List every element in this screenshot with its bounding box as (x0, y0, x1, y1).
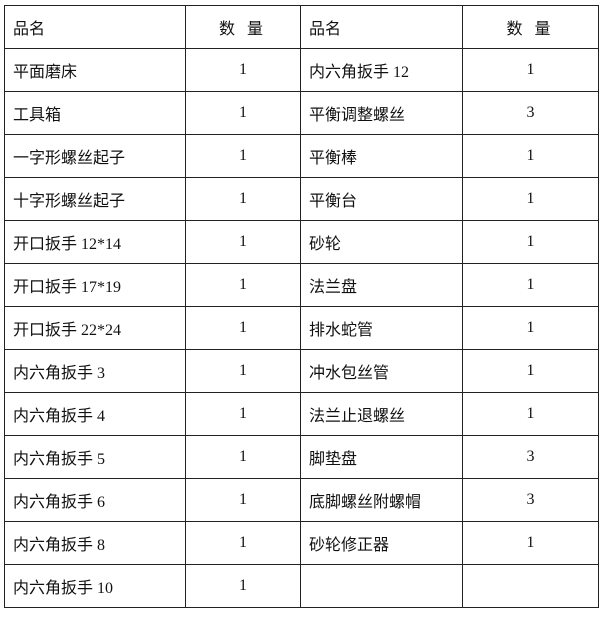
item-qty: 1 (462, 263, 599, 307)
item-qty: 1 (185, 435, 301, 479)
header-qty: 数 量 (185, 5, 301, 49)
item-qty: 1 (462, 349, 599, 393)
item-qty: 1 (185, 134, 301, 178)
item-name: 底脚螺丝附螺帽 (300, 478, 463, 522)
item-qty: 1 (185, 564, 301, 608)
item-name: 平面磨床 (4, 48, 186, 92)
item-name: 内六角扳手 3 (4, 349, 186, 393)
item-name: 排水蛇管 (300, 306, 463, 350)
item-qty: 1 (185, 91, 301, 135)
table-row: 开口扳手 22*24 1 排水蛇管 1 (4, 306, 599, 350)
parts-table: 品名 数 量 品名 数 量 平面磨床 1 内六角扳手 12 1 工具箱 1 平衡调整螺丝 3 一… (4, 5, 599, 608)
item-qty: 1 (185, 220, 301, 264)
table-row: 一字形螺丝起子 1 平衡棒 1 (4, 134, 599, 178)
table-row: 开口扳手 12*14 1 砂轮 1 (4, 220, 599, 264)
item-qty: 1 (462, 306, 599, 350)
item-qty: 1 (185, 48, 301, 92)
item-name: 开口扳手 17*19 (4, 263, 186, 307)
item-name: 开口扳手 22*24 (4, 306, 186, 350)
item-name: 一字形螺丝起子 (4, 134, 186, 178)
item-name: 工具箱 (4, 91, 186, 135)
item-name: 平衡调整螺丝 (300, 91, 463, 135)
table-row: 内六角扳手 6 1 底脚螺丝附螺帽 3 (4, 478, 599, 522)
header-name: 品名 (300, 5, 463, 49)
item-name: 内六角扳手 6 (4, 478, 186, 522)
item-qty: 1 (185, 177, 301, 221)
table-row: 内六角扳手 10 1 (4, 564, 599, 608)
item-qty: 1 (185, 521, 301, 565)
item-qty: 1 (462, 134, 599, 178)
item-name: 内六角扳手 12 (300, 48, 463, 92)
header-name: 品名 (4, 5, 186, 49)
item-qty (462, 564, 599, 608)
table-row: 内六角扳手 3 1 冲水包丝管 1 (4, 349, 599, 393)
item-qty: 1 (185, 263, 301, 307)
item-qty: 3 (462, 91, 599, 135)
item-name (300, 564, 463, 608)
table-row: 内六角扳手 4 1 法兰止退螺丝 1 (4, 392, 599, 436)
item-name: 平衡台 (300, 177, 463, 221)
item-name: 内六角扳手 5 (4, 435, 186, 479)
item-name: 十字形螺丝起子 (4, 177, 186, 221)
item-name: 冲水包丝管 (300, 349, 463, 393)
item-qty: 1 (462, 177, 599, 221)
item-qty: 1 (462, 48, 599, 92)
item-name: 内六角扳手 10 (4, 564, 186, 608)
item-name: 脚垫盘 (300, 435, 463, 479)
item-qty: 1 (462, 521, 599, 565)
item-name: 内六角扳手 4 (4, 392, 186, 436)
table-row: 开口扳手 17*19 1 法兰盘 1 (4, 263, 599, 307)
item-name: 砂轮 (300, 220, 463, 264)
item-name: 平衡棒 (300, 134, 463, 178)
item-qty: 1 (185, 392, 301, 436)
item-qty: 3 (462, 435, 599, 479)
table-row: 工具箱 1 平衡调整螺丝 3 (4, 91, 599, 135)
header-row: 品名 数 量 品名 数 量 (4, 5, 599, 49)
item-qty: 1 (185, 306, 301, 350)
header-qty: 数 量 (462, 5, 599, 49)
table-row: 十字形螺丝起子 1 平衡台 1 (4, 177, 599, 221)
table-row: 内六角扳手 5 1 脚垫盘 3 (4, 435, 599, 479)
table-row: 平面磨床 1 内六角扳手 12 1 (4, 48, 599, 92)
item-name: 法兰止退螺丝 (300, 392, 463, 436)
item-qty: 3 (462, 478, 599, 522)
item-name: 内六角扳手 8 (4, 521, 186, 565)
item-name: 法兰盘 (300, 263, 463, 307)
item-qty: 1 (462, 220, 599, 264)
item-qty: 1 (462, 392, 599, 436)
item-name: 砂轮修正器 (300, 521, 463, 565)
item-qty: 1 (185, 349, 301, 393)
item-name: 开口扳手 12*14 (4, 220, 186, 264)
table-row: 内六角扳手 8 1 砂轮修正器 1 (4, 521, 599, 565)
item-qty: 1 (185, 478, 301, 522)
